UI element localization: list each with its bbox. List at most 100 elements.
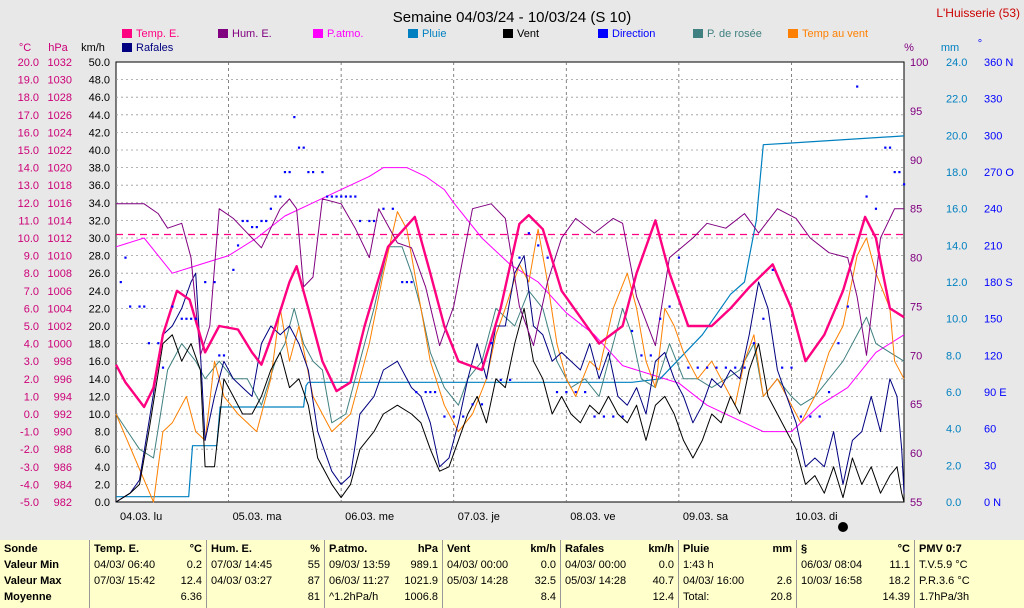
direction-point	[649, 354, 652, 357]
direction-point	[903, 183, 906, 186]
legend: Temp. E. Hum. E. P.atmo. Pluie Vent Direction…	[122, 28, 868, 54]
tick-label-rain: 14.0	[946, 240, 967, 252]
legend-label: Pluie	[422, 28, 446, 40]
tick-label-temp: 6.0	[24, 303, 39, 315]
direction-point	[640, 354, 643, 357]
legend-label: Rafales	[136, 42, 174, 54]
direction-point	[790, 366, 793, 369]
direction-point	[734, 366, 737, 369]
direction-point	[302, 146, 305, 149]
tick-label-temp: 5.0	[24, 321, 39, 333]
stats-value: 12.4	[180, 575, 202, 587]
direction-point	[194, 317, 197, 320]
direction-point	[415, 391, 418, 394]
tick-label-dir: 180 S	[984, 277, 1013, 289]
stats-label-avg: Moyenne	[4, 591, 52, 603]
stats-title: Temp. E.	[94, 543, 140, 555]
series-line-rain	[116, 135, 905, 498]
tick-label-press: 1012	[48, 233, 72, 245]
direction-point	[147, 342, 151, 345]
tick-label-press: 998	[54, 356, 72, 368]
direction-point	[537, 244, 540, 247]
axis-unit-hum: %	[904, 42, 914, 54]
tick-label-hum: 90	[910, 155, 922, 167]
series-line-hum	[116, 198, 904, 356]
tick-label-press: 1030	[48, 75, 72, 87]
series-group	[114, 85, 906, 503]
direction-point	[555, 391, 559, 394]
tick-label-temp: -3.0	[20, 462, 39, 474]
tick-label-press: 1016	[48, 198, 72, 210]
x-axis-labels: 04.03. lu 05.03. ma 06.03. me 07.03. je 08.0…	[120, 511, 838, 523]
tick-label-press: 990	[54, 427, 72, 439]
tick-label-dir: 210	[984, 240, 1002, 252]
tick-label-press: 1014	[48, 215, 72, 227]
tick-label-wind: 2.0	[95, 479, 110, 491]
statistics-panel: Sonde Valeur Min Valeur Max Moyenne Temp…	[0, 540, 1024, 608]
direction-point	[518, 256, 521, 259]
stats-col-pmv: PMV 0:7 T.V.5.9 °C P.R.3.6 °C 1.7hPa/3h	[914, 540, 1024, 608]
tick-label-wind: 38.0	[89, 163, 110, 175]
tick-label-dir: 330	[984, 94, 1002, 106]
direction-point	[330, 195, 333, 198]
legend-label: Hum. E.	[232, 28, 272, 40]
tick-label-wind: 36.0	[89, 180, 110, 192]
direction-point	[288, 171, 291, 174]
tick-label-temp: 19.0	[18, 75, 39, 87]
plot-area	[115, 61, 905, 503]
direction-point	[480, 403, 484, 406]
stats-col-gusts: Rafales km/h 04/03/ 00:00 0.0 05/03/ 14:28…	[560, 540, 678, 608]
tick-label-wind: 10.0	[89, 409, 110, 421]
stats-date: ^1.2hPa/h	[329, 591, 379, 603]
tick-label-temp: 9.0	[24, 251, 39, 263]
legend-swatch	[408, 29, 418, 38]
stats-date: 04/03/ 03:27	[211, 575, 273, 587]
direction-point	[584, 391, 587, 394]
tick-label-press: 1026	[48, 110, 72, 122]
direction-point	[124, 256, 127, 259]
tick-label-press: 1002	[48, 321, 72, 333]
stats-date: 05/03/ 14:28	[447, 575, 509, 587]
direction-point	[312, 171, 315, 174]
tick-label-press: 1022	[48, 145, 72, 157]
tick-label-rain: 16.0	[946, 204, 967, 216]
direction-point	[251, 226, 254, 229]
tick-label-temp: 7.0	[24, 286, 39, 298]
direction-point	[204, 281, 207, 284]
direction-point	[724, 366, 727, 369]
stats-value: 2.6	[776, 575, 792, 587]
stats-label-max: Valeur Max	[4, 575, 62, 587]
direction-point	[799, 415, 803, 418]
stats-value: P.R.3.6 °C	[919, 575, 970, 587]
direction-point	[452, 415, 455, 418]
direction-point	[283, 171, 287, 174]
stats-value: 32.5	[534, 575, 556, 587]
stats-label-min: Valeur Min	[4, 559, 60, 571]
tick-label-wind: 46.0	[89, 92, 110, 104]
tick-label-press: 1008	[48, 268, 72, 280]
tick-label-wind: 22.0	[89, 303, 110, 315]
tick-label-hum: 85	[910, 204, 922, 216]
stats-date: Total:	[683, 591, 710, 603]
direction-point	[382, 207, 385, 210]
stats-title: Vent	[447, 543, 471, 555]
tick-label-temp: 0.0	[24, 409, 39, 421]
direction-point	[232, 268, 235, 271]
stats-unit: °C	[897, 543, 910, 555]
tick-label-wind: 8.0	[95, 427, 110, 439]
stats-value: 18.2	[888, 575, 910, 587]
chart-title: Semaine 04/03/24 - 10/03/24 (S 10)	[393, 9, 632, 26]
direction-point	[358, 219, 362, 223]
stats-title: P.atmo.	[329, 543, 368, 555]
tick-label-dir: 150	[984, 314, 1002, 326]
series-line-gusts	[115, 255, 905, 503]
x-tick-label: 06.03. me	[345, 511, 394, 523]
stats-value: 14.39	[882, 591, 910, 603]
stats-value: 8.4	[540, 591, 556, 603]
stats-col-extra: § °C 06/03/ 08:04 11.1 10/03/ 16:58 18.2 14…	[796, 540, 914, 608]
stats-title: Hum. E.	[211, 543, 252, 555]
tick-label-temp: 10.0	[18, 233, 39, 245]
direction-point	[368, 219, 371, 223]
x-tick-label: 05.03. ma	[233, 511, 283, 523]
stats-value: 40.7	[652, 575, 674, 587]
